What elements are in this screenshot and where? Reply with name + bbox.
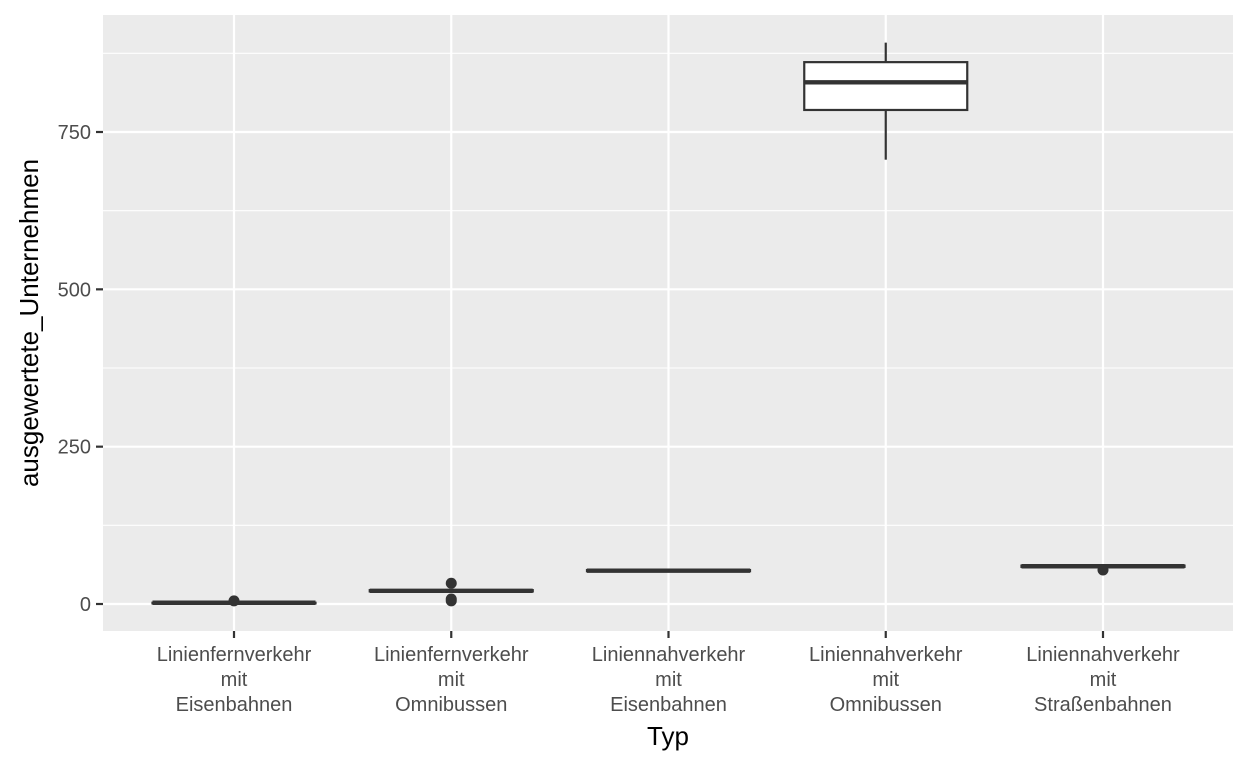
x-tick-label: Liniennahverkehr mit Straßenbahnen [1026, 644, 1180, 716]
box-1 [151, 595, 317, 607]
x-tick-label-line: mit [872, 669, 899, 691]
x-tick-label-line: mit [438, 669, 465, 691]
x-tick-label-line: Omnibussen [830, 694, 942, 716]
x-tick-label-line: mit [1090, 669, 1117, 691]
box-outlier-point [228, 595, 240, 607]
x-tick-label-line: Liniennahverkehr [1026, 644, 1180, 666]
y-tick-label: 250 [58, 437, 91, 459]
box-outlier-point [445, 595, 457, 607]
x-tick-label: Linienfernverkehr mit Eisenbahnen [157, 644, 312, 716]
x-tick-label-line: mit [221, 669, 248, 691]
major-gridlines [103, 15, 1233, 631]
x-tick-label-line: mit [655, 669, 682, 691]
x-axis: Linienfernverkehr mit EisenbahnenLinienfer… [157, 631, 1180, 716]
x-tick-label-line: Eisenbahnen [610, 694, 727, 716]
x-tick-label: Linienfernverkehr mit Omnibussen [374, 644, 529, 716]
y-tick-label: 0 [80, 594, 91, 616]
box-iqr [803, 61, 969, 112]
box-2 [368, 577, 534, 607]
y-tick-label: 500 [58, 279, 91, 301]
y-tick-label: 750 [58, 122, 91, 144]
box-outlier-point [1097, 564, 1109, 576]
x-tick-label-line: Straßenbahnen [1034, 694, 1172, 716]
box-outlier-point [445, 577, 457, 589]
y-axis-title: ausgewertete_Unternehmen [14, 159, 44, 487]
box-series [151, 42, 1186, 607]
x-tick-label: Liniennahverkehr mit Eisenbahnen [592, 644, 746, 716]
x-tick-label-line: Omnibussen [395, 694, 507, 716]
x-tick-label-line: Liniennahverkehr [809, 644, 963, 666]
y-axis: 0 250 500 750 [58, 122, 103, 616]
x-tick-label-line: Eisenbahnen [176, 694, 293, 716]
x-tick-label-line: Linienfernverkehr [157, 644, 312, 666]
box-4 [803, 42, 969, 160]
box-3 [585, 568, 752, 573]
x-tick-label-line: Liniennahverkehr [592, 644, 746, 666]
x-tick-label-line: Linienfernverkehr [374, 644, 529, 666]
x-axis-title: Typ [647, 721, 689, 751]
x-tick-label: Liniennahverkehr mit Omnibussen [809, 644, 963, 716]
box-5 [1020, 564, 1186, 576]
